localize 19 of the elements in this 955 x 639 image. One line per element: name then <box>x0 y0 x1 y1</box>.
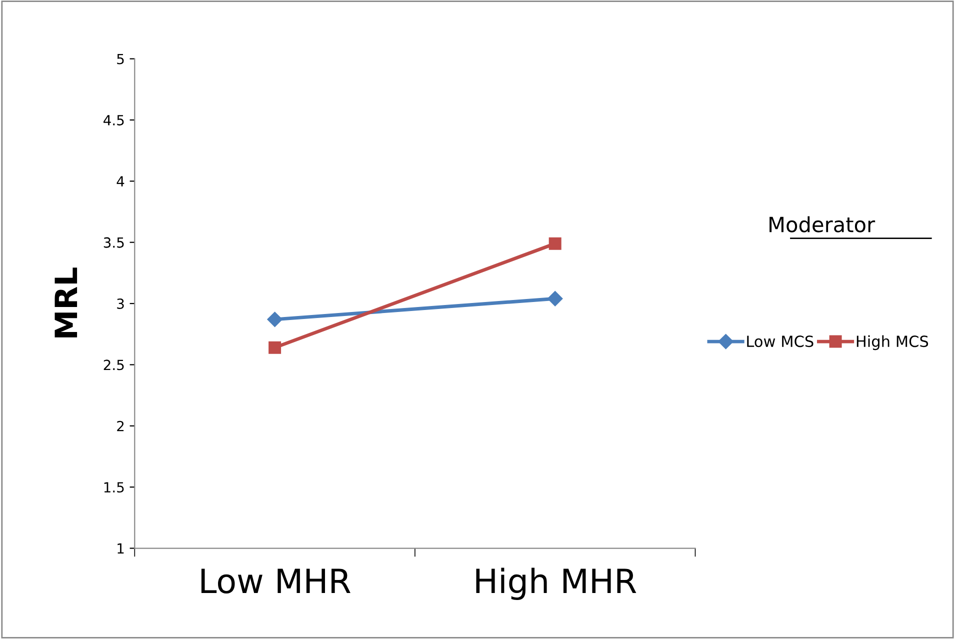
legend-label: High MCS <box>856 335 928 350</box>
point <box>268 341 282 354</box>
legend-title: Moderator <box>770 216 876 232</box>
x-tick-label: High MHR <box>476 568 636 600</box>
point <box>267 312 282 328</box>
y-axis-title: MRL <box>54 268 78 338</box>
y-tick-label: 3 <box>117 298 124 309</box>
y-tick-label: 1 <box>118 543 124 554</box>
y-tick-label: 1.5 <box>104 482 124 493</box>
y-tick-label: 3.5 <box>104 237 124 248</box>
point <box>548 291 563 306</box>
legend-label: Low MCS <box>747 336 814 348</box>
x-tick-label: Low MHR <box>201 568 350 594</box>
y-tick-label: 4.5 <box>104 115 124 126</box>
y-tick-label: 4 <box>116 176 124 186</box>
point <box>548 237 562 250</box>
y-tick-label: 2.5 <box>104 360 124 370</box>
y-tick-label: 2 <box>117 420 124 432</box>
y-tick-label: 5 <box>117 54 124 64</box>
